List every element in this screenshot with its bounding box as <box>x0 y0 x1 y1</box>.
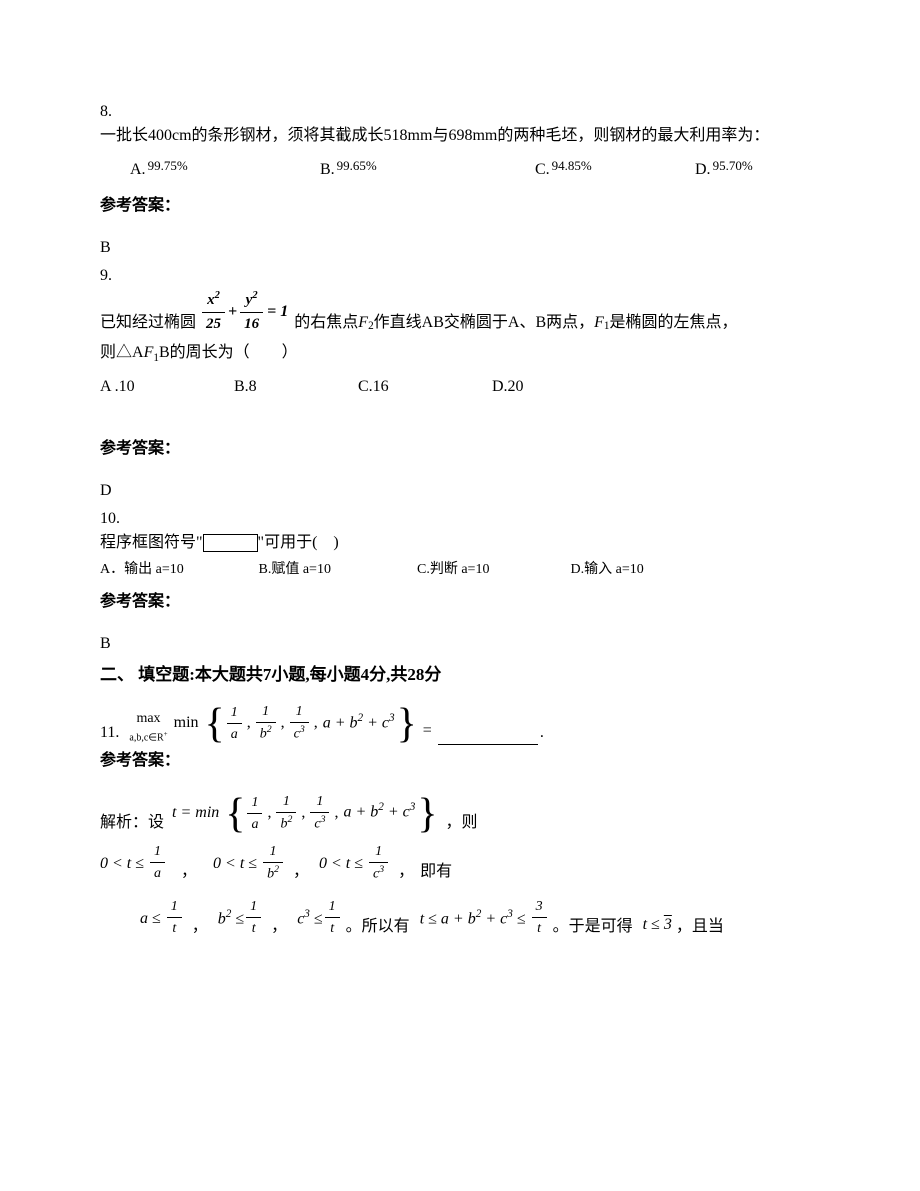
q9-ellipse-eq: x2 25 + y2 16 = 1 <box>202 288 288 335</box>
q10-text: 程序框图符号""可用于( ) <box>100 531 820 555</box>
brace-left-icon <box>225 793 245 835</box>
q10-answer-label: 参考答案： <box>100 590 820 614</box>
q11-sol-line2: 0 < t ≤ 1 a ， 0 < t ≤ 1 b2 ， 0 < t ≤ 1 c… <box>100 841 820 885</box>
max-operator: max a,b,c∈R+ <box>129 708 167 745</box>
q9-mid1: 作直线AB交椭圆于A、B两点， <box>374 311 594 335</box>
q9-options: A .10 B.8 C.16 D.20 <box>100 375 820 399</box>
q9-prefix: 已知经过椭圆 <box>100 311 196 335</box>
q9-option-a: A .10 <box>100 375 230 399</box>
q10-number: 10. <box>100 507 820 531</box>
q8-option-d: D. 95.70% <box>695 158 795 182</box>
q8-answer-label: 参考答案： <box>100 194 820 218</box>
brace-right-icon <box>397 703 417 745</box>
brace-left-icon <box>205 703 225 745</box>
q9-mid2: 是椭圆的左焦点， <box>610 311 738 335</box>
section-2-title: 二、 填空题:本大题共7小题,每小题4分,共28分 <box>100 662 820 688</box>
q9-answer: D <box>100 479 820 503</box>
q11-number: 11. <box>100 721 119 745</box>
question-10: 10. 程序框图符号""可用于( ) A．输出 a=10 B.赋值 a=10 C… <box>100 507 820 656</box>
question-9: 9. 已知经过椭圆 x2 25 + y2 16 = 1 的右焦点 F2 作直线A… <box>100 264 820 503</box>
q8-options: A. 99.75% B. 99.65% C. 94.85% D. 95.70% <box>130 158 820 182</box>
q11-answer-label: 参考答案： <box>100 749 820 773</box>
q9-number: 9. <box>100 264 820 288</box>
process-box-icon <box>203 534 258 552</box>
min-operator: min <box>174 711 199 735</box>
q8-answer: B <box>100 236 820 260</box>
q11-sol-line3: a ≤ 1 t ， b2 ≤ 1 t ， c3 ≤ 1 t 。所以有 t ≤ a… <box>140 896 820 939</box>
q9-option-b: B.8 <box>234 375 354 399</box>
q10-option-c: C.判断 a=10 <box>417 559 567 580</box>
question-11: 11. max a,b,c∈R+ min 1 a , 1 b2 , 1 c3 ,… <box>100 701 820 939</box>
q10-option-b: B.赋值 a=10 <box>259 559 414 580</box>
q9-after-eq: 的右焦点 <box>294 311 358 335</box>
q9-line1: 已知经过椭圆 x2 25 + y2 16 = 1 的右焦点 F2 作直线AB交椭… <box>100 288 820 335</box>
brace-right-icon <box>417 793 437 835</box>
question-8: 8. 一批长400cm的条形钢材，须将其截成长518mm与698mm的两种毛坯，… <box>100 100 820 260</box>
q8-number: 8. <box>100 100 820 124</box>
q8-option-c: C. 94.85% <box>535 158 695 182</box>
q11-expression: 11. max a,b,c∈R+ min 1 a , 1 b2 , 1 c3 ,… <box>100 701 820 745</box>
q10-answer: B <box>100 632 820 656</box>
q9-line2: 则△AF1B的周长为（ ） <box>100 341 820 367</box>
q10-option-a: A．输出 a=10 <box>100 559 255 580</box>
q8-option-a: A. 99.75% <box>130 158 320 182</box>
q9-option-c: C.16 <box>358 375 488 399</box>
q9-option-d: D.20 <box>492 375 592 399</box>
q9-answer-label: 参考答案： <box>100 437 820 461</box>
q8-text: 一批长400cm的条形钢材，须将其截成长518mm与698mm的两种毛坯，则钢材… <box>100 124 820 148</box>
blank-underline <box>438 729 538 745</box>
q11-sol-line1: 解析：设 t = min 1 a , 1 b2 , 1 c3 , a + b2 … <box>100 791 820 835</box>
q10-options: A．输出 a=10 B.赋值 a=10 C.判断 a=10 D.输入 a=10 <box>100 559 820 580</box>
q8-option-b: B. 99.65% <box>320 158 535 182</box>
q10-option-d: D.输入 a=10 <box>571 559 701 580</box>
